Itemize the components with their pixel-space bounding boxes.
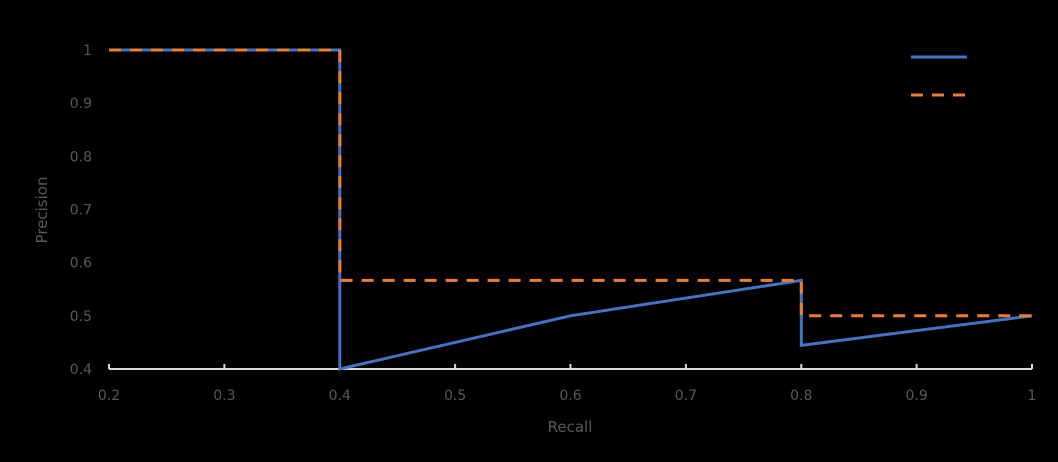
legend xyxy=(911,55,967,97)
y-tick-label: 0.8 xyxy=(70,149,92,165)
dashed-series-line xyxy=(109,48,1032,318)
x-tick-label: 0.8 xyxy=(790,388,812,404)
y-tick-label: 0.6 xyxy=(70,256,92,272)
series-layer xyxy=(109,48,1033,371)
x-tick-label: 0.9 xyxy=(905,388,927,404)
x-tick-label: 0.6 xyxy=(559,388,581,404)
x-tick-label: 0.4 xyxy=(329,388,351,404)
y-tick-label: 0.5 xyxy=(70,309,92,325)
y-tick-label: 1 xyxy=(83,43,92,59)
y-axis-ticks: 0.4 0.5 0.6 0.7 0.8 0.9 1 xyxy=(70,43,92,378)
x-tick-label: 1 xyxy=(1028,388,1037,404)
y-tick-label: 0.9 xyxy=(70,96,92,112)
x-axis-ticks: 0.2 0.3 0.4 0.5 0.6 0.7 0.8 0.9 1 xyxy=(98,364,1037,404)
y-tick-label: 0.7 xyxy=(70,203,92,219)
x-tick-label: 0.7 xyxy=(675,388,697,404)
x-tick-label: 0.2 xyxy=(98,388,120,404)
x-axis-title: Recall xyxy=(548,418,593,436)
x-tick-label: 0.5 xyxy=(444,388,466,404)
y-tick-label: 0.4 xyxy=(70,362,92,378)
x-tick-label: 0.3 xyxy=(213,388,235,404)
y-axis-title: Precision xyxy=(33,177,51,244)
solid-series-line xyxy=(109,48,1033,371)
